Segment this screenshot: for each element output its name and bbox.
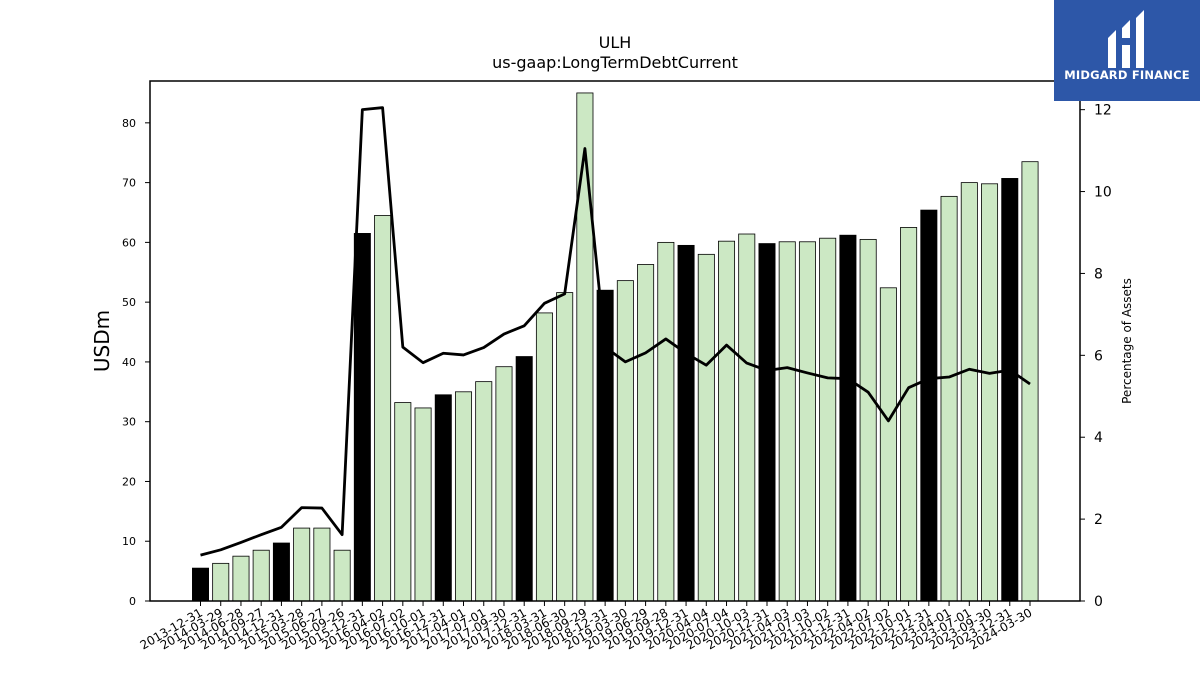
bar <box>637 264 655 602</box>
y2-tick-label: 10 <box>1094 185 1112 201</box>
bar <box>374 215 392 602</box>
y-tick-label: 70 <box>122 177 136 190</box>
chart-title: ULH <box>599 33 632 52</box>
bar <box>616 280 634 602</box>
bar <box>313 527 331 602</box>
bar <box>657 241 675 602</box>
bar <box>778 241 796 602</box>
bar <box>576 92 594 602</box>
brand-logo: MIDGARD FINANCE <box>1054 0 1200 101</box>
bar <box>697 253 715 602</box>
y-tick-label: 50 <box>122 296 136 309</box>
y2-tick-label: 0 <box>1094 594 1103 610</box>
x-axis: 2013-12-312014-03-292014-06-282014-09-27… <box>138 601 1035 652</box>
bar <box>798 241 816 602</box>
line-group <box>200 106 1031 557</box>
bar-group <box>192 92 1039 602</box>
y-tick-label: 40 <box>122 356 136 369</box>
bar <box>192 567 210 602</box>
bar <box>515 356 533 602</box>
bar <box>900 227 918 602</box>
y-tick-label: 10 <box>122 535 136 548</box>
bar <box>212 562 230 602</box>
y2-axis: 0 2 4 6 8 10 12 <box>1080 103 1112 610</box>
y-tick-label: 60 <box>122 236 136 249</box>
bar <box>475 381 493 602</box>
bar <box>293 527 311 602</box>
plot-frame <box>149 80 1081 602</box>
y-axis-label: USDm <box>90 310 114 372</box>
bar <box>434 394 452 602</box>
midgard-logo-icon <box>1108 10 1144 68</box>
bar <box>758 243 776 602</box>
y-tick-label: 20 <box>122 475 136 488</box>
y-tick-label: 0 <box>129 595 136 608</box>
y2-tick-label: 6 <box>1094 348 1103 364</box>
y-tick-label: 30 <box>122 416 136 429</box>
bar <box>1001 178 1019 602</box>
y-axis: 0 10 20 30 40 50 60 70 80 <box>122 117 150 608</box>
bar <box>232 555 250 602</box>
bar <box>414 407 432 602</box>
y2-tick-label: 2 <box>1094 512 1103 528</box>
bar <box>353 233 371 602</box>
bar <box>333 549 351 602</box>
y2-tick-label: 8 <box>1094 266 1103 282</box>
logo-text: MIDGARD FINANCE <box>1064 68 1190 82</box>
bar <box>920 209 938 602</box>
y-tick-label: 80 <box>122 117 136 130</box>
bar <box>859 238 877 602</box>
bar <box>394 402 412 602</box>
bar <box>272 542 290 602</box>
bar <box>981 183 999 602</box>
bar <box>556 292 574 602</box>
bar <box>940 195 958 602</box>
bar <box>738 233 756 602</box>
bar <box>252 549 270 602</box>
y2-tick-label: 4 <box>1094 430 1103 446</box>
percentage-line <box>200 106 1031 557</box>
bar <box>718 240 736 602</box>
y2-tick-label: 12 <box>1094 103 1112 119</box>
bar <box>677 244 695 602</box>
bar <box>455 391 473 602</box>
y2-axis-label: Percentage of Assets <box>1120 278 1134 404</box>
bar <box>839 234 857 602</box>
bar <box>495 366 513 602</box>
bar <box>879 287 897 602</box>
bar <box>535 312 553 602</box>
chart-subtitle: us-gaap:LongTermDebtCurrent <box>492 53 738 72</box>
bar <box>960 182 978 602</box>
bar <box>819 237 837 602</box>
